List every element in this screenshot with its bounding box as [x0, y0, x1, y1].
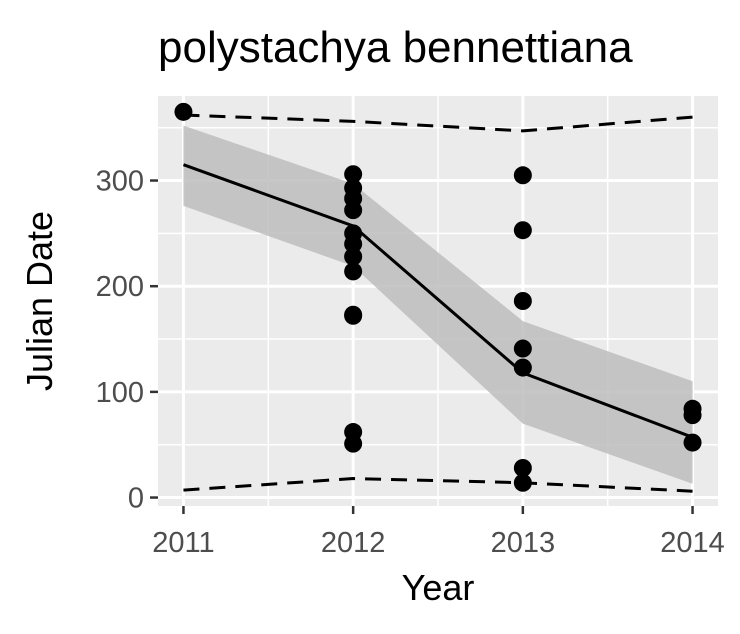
x-axis-title: Year	[402, 567, 475, 608]
y-axis-ticks: 0 100 200 300	[96, 166, 158, 515]
data-point	[513, 458, 532, 477]
x-axis-ticks: 2011 2012 2013 2014	[152, 506, 725, 559]
data-point	[344, 234, 363, 253]
fit-line	[182, 163, 694, 439]
y-tick-label: 200	[96, 271, 144, 303]
data-point	[344, 262, 363, 281]
y-tick-label: 100	[96, 377, 144, 409]
lower-bound-dashed-line	[183, 477, 693, 493]
data-point	[344, 165, 363, 184]
data-point	[174, 102, 193, 121]
data-point	[344, 201, 363, 220]
x-tick-label: 2014	[660, 527, 725, 559]
data-point	[344, 247, 363, 266]
y-axis-title: Julian Date	[19, 211, 60, 391]
y-tick-label: 300	[96, 166, 144, 198]
confidence-band	[183, 125, 693, 484]
data-point	[513, 339, 532, 358]
data-points	[174, 102, 702, 492]
data-point	[513, 166, 532, 185]
data-point	[513, 473, 532, 492]
x-tick-label: 2011	[152, 527, 214, 559]
chart-title: polystachya bennettiana	[158, 23, 633, 72]
data-point	[344, 306, 363, 325]
data-point	[513, 221, 532, 240]
data-point	[683, 406, 702, 425]
y-tick-label: 0	[128, 483, 144, 515]
upper-bound-dashed-line	[183, 113, 693, 133]
data-point	[513, 292, 532, 310]
data-point	[683, 433, 702, 452]
x-tick-label: 2012	[321, 527, 386, 559]
data-point	[513, 358, 532, 377]
x-tick-label: 2013	[491, 527, 556, 559]
data-point	[344, 434, 363, 453]
